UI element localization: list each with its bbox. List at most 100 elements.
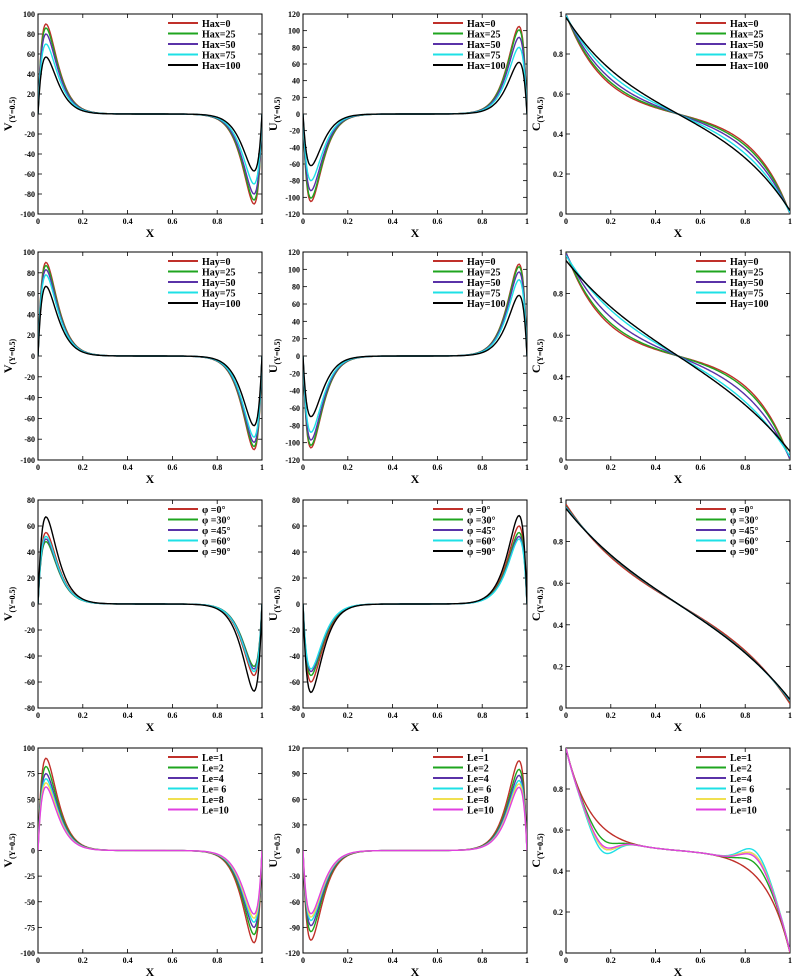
x-tick-label: 0.6 bbox=[695, 217, 705, 226]
x-tick-label: 0.8 bbox=[212, 711, 222, 720]
legend-label: Le=2 bbox=[730, 764, 752, 775]
chart-panel-9: 0 0.2 0.4 0.6 0.8 1 0 0.2 0.4 0.6 0.8 1 X C(Y=0.5) φ =… bbox=[529, 496, 792, 734]
y-tick-label: 20 bbox=[292, 335, 300, 344]
series-line bbox=[303, 514, 527, 694]
x-tick-label: 0.4 bbox=[388, 711, 398, 720]
x-tick-label: 1 bbox=[525, 217, 529, 226]
y-tick-label: -60 bbox=[289, 160, 300, 169]
legend-label: Le=8 bbox=[202, 795, 224, 806]
x-tick-label: 0.2 bbox=[606, 463, 616, 472]
y-tick-label: -30 bbox=[289, 872, 300, 881]
y-tick-label: -100 bbox=[20, 210, 35, 219]
y-tick-label: 75 bbox=[27, 770, 35, 779]
legend-label: Hay=25 bbox=[730, 268, 763, 279]
series-line bbox=[566, 260, 790, 452]
legend-label: Hay=75 bbox=[730, 289, 763, 300]
y-tick-label: 0 bbox=[559, 949, 563, 958]
y-axis-label: C(Y=0.5) bbox=[529, 97, 545, 132]
y-tick-label: 25 bbox=[27, 821, 35, 830]
y-tick-label: -80 bbox=[24, 435, 35, 444]
legend-label: Le=1 bbox=[202, 753, 224, 764]
y-tick-label: -60 bbox=[289, 404, 300, 413]
legend-label: φ =60° bbox=[202, 537, 230, 548]
legend-label: Le=1 bbox=[730, 753, 752, 764]
series-line bbox=[38, 516, 262, 692]
legend-label: Le=10 bbox=[467, 806, 494, 817]
y-tick-label: -100 bbox=[20, 949, 35, 958]
y-tick-label: 80 bbox=[292, 43, 300, 52]
x-tick-label: 0.6 bbox=[695, 463, 705, 472]
legend-label: Hay=25 bbox=[467, 268, 500, 279]
x-tick-label: 0.8 bbox=[740, 217, 750, 226]
y-tick-label: 100 bbox=[23, 10, 35, 19]
y-tick-label: -20 bbox=[24, 373, 35, 382]
x-tick-label: 0.4 bbox=[388, 463, 398, 472]
x-tick-label: 1 bbox=[260, 217, 264, 226]
legend-label: φ =30° bbox=[730, 516, 758, 527]
legend-label: Le=8 bbox=[730, 795, 752, 806]
y-tick-label: 60 bbox=[292, 60, 300, 69]
legend-label: Hax=25 bbox=[730, 30, 763, 41]
series-line bbox=[303, 786, 527, 915]
x-axis-label: X bbox=[146, 720, 155, 734]
legend-label: Le= 6 bbox=[467, 785, 491, 796]
y-tick-label: 50 bbox=[27, 795, 35, 804]
y-tick-label: 0.4 bbox=[553, 130, 563, 139]
legend-label: Hax=0 bbox=[730, 19, 758, 30]
chart-panel-7: -80 -60 -40 -20 0 20 40 60 80 0 0.2 0.4 0.6 0.8 1 X V(Y=… bbox=[1, 496, 264, 734]
x-axis-label: X bbox=[146, 472, 155, 486]
y-tick-label: 60 bbox=[27, 50, 35, 59]
y-tick-label: 0.2 bbox=[553, 662, 563, 671]
y-tick-label: 1 bbox=[559, 744, 563, 753]
y-tick-label: 40 bbox=[27, 70, 35, 79]
x-tick-label: 1 bbox=[260, 463, 264, 472]
x-tick-label: 1 bbox=[525, 956, 529, 965]
x-tick-label: 0 bbox=[564, 217, 568, 226]
legend-label: Hax=100 bbox=[730, 61, 768, 72]
y-tick-label: -60 bbox=[289, 678, 300, 687]
x-axis-label: X bbox=[411, 226, 420, 240]
legend-label: Hay=0 bbox=[202, 257, 230, 268]
x-axis-label: X bbox=[674, 965, 683, 979]
x-tick-label: 1 bbox=[525, 711, 529, 720]
y-tick-label: -40 bbox=[24, 394, 35, 403]
chart-panel-6: 0 0.2 0.4 0.6 0.8 1 0 0.2 0.4 0.6 0.8 1 X C(Y=0.5) Hay… bbox=[529, 248, 792, 486]
y-tick-label: 120 bbox=[288, 744, 300, 753]
legend-label: φ =45° bbox=[730, 526, 758, 537]
x-tick-label: 0.2 bbox=[343, 217, 353, 226]
y-axis-label: C(Y=0.5) bbox=[529, 587, 545, 622]
x-tick-label: 0.4 bbox=[388, 956, 398, 965]
y-tick-label: 30 bbox=[292, 821, 300, 830]
x-axis-label: X bbox=[674, 226, 683, 240]
x-tick-label: 0.8 bbox=[477, 463, 487, 472]
series-line bbox=[38, 786, 262, 915]
y-tick-label: -75 bbox=[24, 923, 35, 932]
legend-label: Hay=50 bbox=[730, 278, 763, 289]
y-tick-label: 0.8 bbox=[553, 50, 563, 59]
series-line bbox=[566, 748, 790, 953]
y-tick-label: -80 bbox=[24, 190, 35, 199]
legend-label: Hay=50 bbox=[202, 278, 235, 289]
legend-label: Hay=100 bbox=[467, 299, 505, 310]
x-tick-label: 0.4 bbox=[123, 711, 133, 720]
x-tick-label: 0.6 bbox=[695, 711, 705, 720]
y-axis-label: U(Y=0.5) bbox=[266, 339, 282, 374]
legend-label: Le=8 bbox=[467, 795, 489, 806]
y-tick-label: 0.4 bbox=[553, 867, 563, 876]
y-tick-label: -20 bbox=[24, 130, 35, 139]
legend-label: Hax=100 bbox=[467, 61, 505, 72]
y-tick-label: 20 bbox=[27, 331, 35, 340]
chart-panel-3: 0 0.2 0.4 0.6 0.8 1 0 0.2 0.4 0.6 0.8 1 X C(Y=0.5) Hax… bbox=[529, 10, 792, 240]
legend-label: Hax=0 bbox=[467, 19, 495, 30]
y-tick-label: -60 bbox=[24, 414, 35, 423]
y-tick-label: 0.6 bbox=[553, 579, 563, 588]
y-tick-label: 0.2 bbox=[553, 170, 563, 179]
x-tick-label: 1 bbox=[525, 463, 529, 472]
legend-label: Le=4 bbox=[730, 774, 752, 785]
x-tick-label: 0.2 bbox=[78, 463, 88, 472]
y-tick-label: 60 bbox=[27, 290, 35, 299]
plot-frame bbox=[565, 251, 791, 461]
legend-label: Le=10 bbox=[730, 806, 757, 817]
y-tick-label: 60 bbox=[27, 522, 35, 531]
y-tick-label: 0.6 bbox=[553, 331, 563, 340]
